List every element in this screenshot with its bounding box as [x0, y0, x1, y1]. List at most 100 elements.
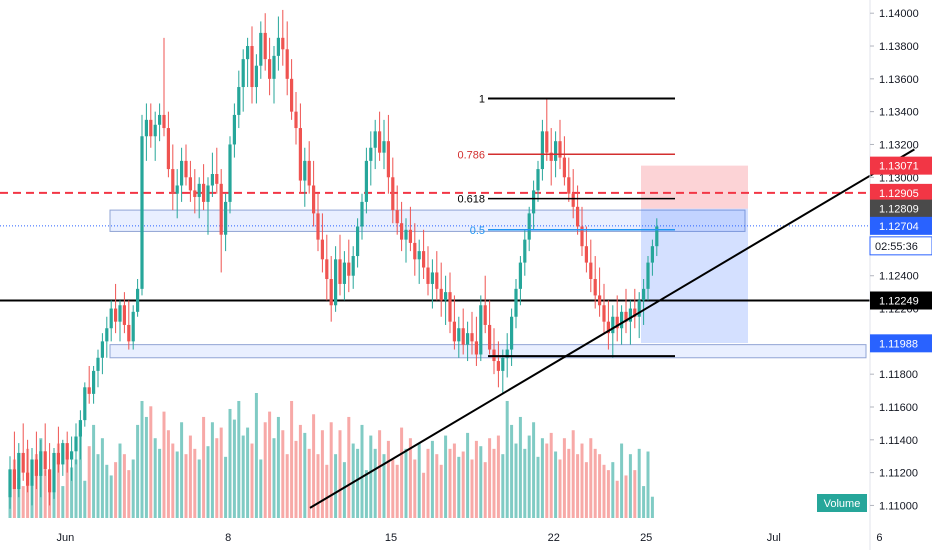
price-tick-label: 1.13800	[879, 41, 919, 53]
candle-body	[642, 288, 646, 301]
volume-bar	[360, 424, 364, 518]
price-label-bg	[870, 156, 932, 175]
candle-body	[290, 78, 294, 112]
volume-bar	[316, 454, 320, 518]
fib-level-label: 0.5	[470, 225, 485, 237]
candle-body	[281, 37, 285, 50]
volume-bar	[259, 459, 263, 518]
volume-bar	[378, 430, 382, 518]
candle-body	[232, 114, 236, 145]
volume-bar	[74, 459, 78, 518]
candle-body	[501, 357, 505, 371]
candle-body	[312, 185, 316, 214]
candle-body	[136, 288, 140, 312]
volume-bar	[466, 432, 470, 518]
candle-body	[325, 259, 329, 280]
price-tick-label: 1.11600	[879, 402, 918, 414]
volume-bar	[224, 456, 228, 518]
candle-body	[144, 119, 148, 137]
volume-bar	[404, 448, 408, 518]
volume-bar	[589, 438, 593, 518]
candle-body	[382, 141, 386, 153]
countdown-text: 02:55:36	[875, 241, 918, 253]
volume-bar	[237, 400, 241, 518]
time-axis[interactable]: Jun 8 15 22 25 Jul 6	[57, 532, 883, 544]
horizontal-lines[interactable]	[0, 191, 870, 302]
candle-body	[100, 341, 104, 358]
price-tick-label: 1.11400	[879, 435, 918, 447]
candle-body	[303, 160, 307, 181]
volume-bar	[127, 470, 131, 518]
price-label-bg	[870, 334, 932, 353]
candle-body	[276, 37, 280, 56]
candle-body	[430, 272, 434, 284]
candle-body	[184, 160, 188, 178]
volume-bar	[408, 438, 412, 518]
volume-bar	[580, 443, 584, 518]
volume-bar	[373, 448, 377, 518]
volume-bar	[78, 432, 82, 518]
candle-body	[228, 144, 232, 202]
volume-bar	[118, 443, 122, 518]
candle-body	[364, 160, 368, 202]
candle-body	[219, 183, 223, 235]
volume-bar	[206, 446, 210, 518]
volume-bar	[171, 443, 175, 518]
time-tick-label: 22	[548, 532, 560, 544]
volume-bar	[83, 480, 87, 518]
volume-bar	[197, 459, 201, 518]
volume-bar	[290, 400, 294, 518]
volume-bar	[611, 462, 615, 518]
trendline-segment[interactable]	[309, 148, 915, 509]
volume-bar	[549, 432, 553, 518]
candle-body	[237, 87, 241, 115]
candle-body	[400, 223, 404, 240]
volume-legend-bg	[817, 494, 867, 512]
candle-body	[386, 141, 390, 178]
trendline[interactable]	[309, 148, 915, 509]
volume-bar	[140, 400, 144, 518]
candle-body	[545, 131, 549, 153]
candle-body	[56, 452, 60, 465]
volume-bar	[558, 459, 562, 518]
candle-body	[158, 114, 162, 125]
volume-bar	[122, 454, 126, 518]
candle-body	[444, 292, 448, 301]
volume-bar	[562, 438, 566, 518]
volume-bar	[303, 432, 307, 518]
volume-bar	[158, 448, 162, 518]
volume-bar	[567, 448, 571, 518]
candle-body	[615, 316, 619, 329]
time-tick-label: Jun	[57, 532, 75, 544]
candle-body	[65, 443, 69, 460]
candle-body	[470, 333, 474, 342]
zone-box	[109, 209, 746, 232]
volume-bar	[92, 424, 96, 518]
candle-body	[518, 262, 522, 289]
candle-body	[435, 272, 439, 289]
candle-body	[316, 213, 320, 240]
volume-bar	[461, 451, 465, 518]
candle-body	[510, 316, 514, 350]
candle-body	[408, 229, 412, 243]
volume-bar	[228, 408, 232, 518]
candle-body	[206, 185, 210, 202]
fibonacci-retracement[interactable]: 1 0.786 0.618 0.5	[457, 94, 675, 358]
candle-body	[268, 59, 272, 79]
candle-body	[466, 333, 470, 345]
short-position-tool[interactable]	[641, 165, 748, 343]
candle-body	[39, 451, 43, 476]
candle-body	[92, 370, 96, 394]
candle-body	[96, 357, 100, 371]
price-axis[interactable]: 1.14000 1.13800 1.13600 1.13400 1.13200 1.130…	[869, 0, 919, 550]
volume-bar	[320, 430, 324, 518]
volume-bar	[474, 440, 478, 518]
volume-bar	[584, 462, 588, 518]
price-tick-label: 1.11000	[879, 500, 918, 512]
candle-body	[571, 193, 575, 207]
volume-bar	[386, 440, 390, 518]
candle-body	[109, 308, 113, 329]
volume-bar	[602, 464, 606, 518]
candle-body	[153, 124, 157, 137]
